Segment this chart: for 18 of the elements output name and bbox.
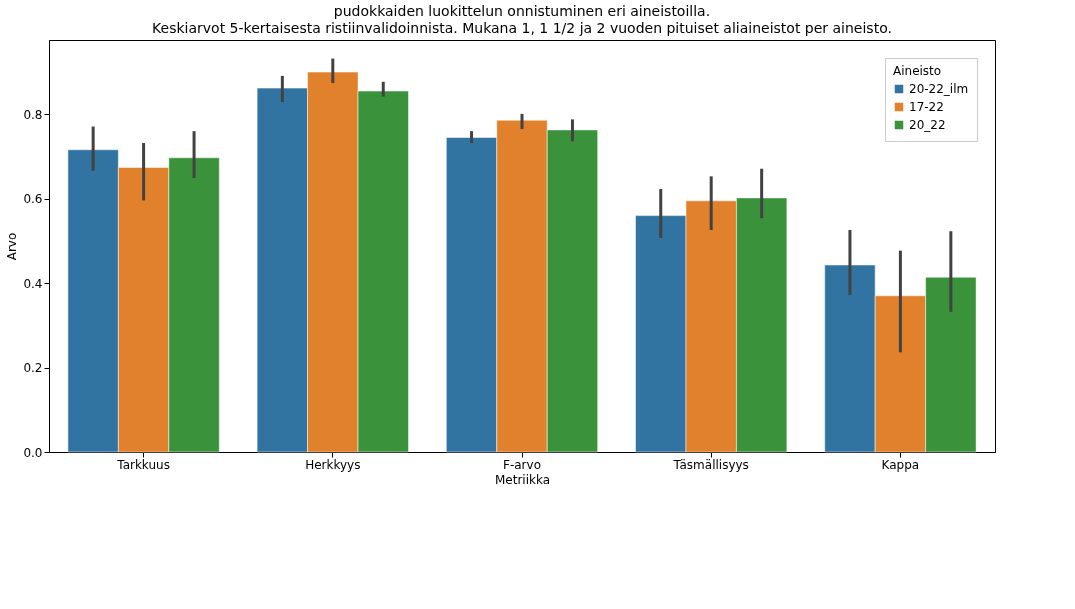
legend-label: 20_22 [909, 118, 946, 132]
y-tick-label: 0.8 [23, 107, 43, 122]
chart-subtitle: Keskiarvot 5-kertaisesta ristiinvalidoinnista. Mukana 1, 1 1/2 ja 2 vuoden pituiset aliaineistot per aineisto. [152, 20, 892, 36]
y-tick-label: 0.0 [23, 445, 43, 460]
y-tick-label: 0.4 [23, 276, 43, 291]
y-tick-label: 0.6 [23, 192, 43, 207]
x-tick-label: F-arvo [503, 457, 541, 472]
y-axis-title: Arvo [5, 232, 20, 261]
x-tick-label: Herkkyys [305, 457, 361, 472]
y-tick-label: 0.2 [23, 361, 43, 376]
x-tick-label: Tarkkuus [116, 457, 170, 472]
legend-title: Aineisto [893, 64, 942, 78]
legend-label: 17-22 [909, 100, 944, 114]
x-tick-label: Kappa [881, 457, 920, 472]
chart-title: pudokkaiden luokittelun onnistuminen eri aineistoilla. [333, 3, 711, 19]
x-tick-label: Täsmällisyys [672, 457, 749, 472]
x-axis-title: Metriikka [494, 472, 551, 487]
legend-label: 20-22_ilm [909, 82, 969, 96]
